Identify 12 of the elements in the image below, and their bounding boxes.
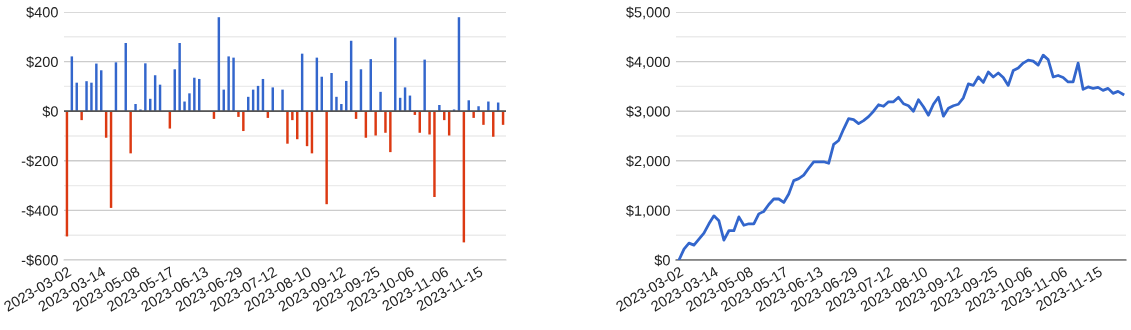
y-tick-label: -$200 (21, 155, 58, 168)
y-tick-label: $0 (654, 254, 670, 267)
y-tick-label: $5,000 (626, 6, 670, 20)
y-tick-label: $1,000 (626, 204, 670, 218)
y-tick-label: -$600 (21, 254, 58, 267)
y-tick-label: $200 (26, 56, 58, 68)
y-tick-label: -$400 (21, 204, 58, 217)
y-tick-label: $3,000 (626, 105, 670, 119)
y-tick-label: $400 (26, 6, 58, 19)
y-tick-label: $2,000 (626, 155, 670, 168)
y-tick-label: $0 (42, 105, 58, 118)
y-tick-label: $4,000 (626, 56, 670, 69)
